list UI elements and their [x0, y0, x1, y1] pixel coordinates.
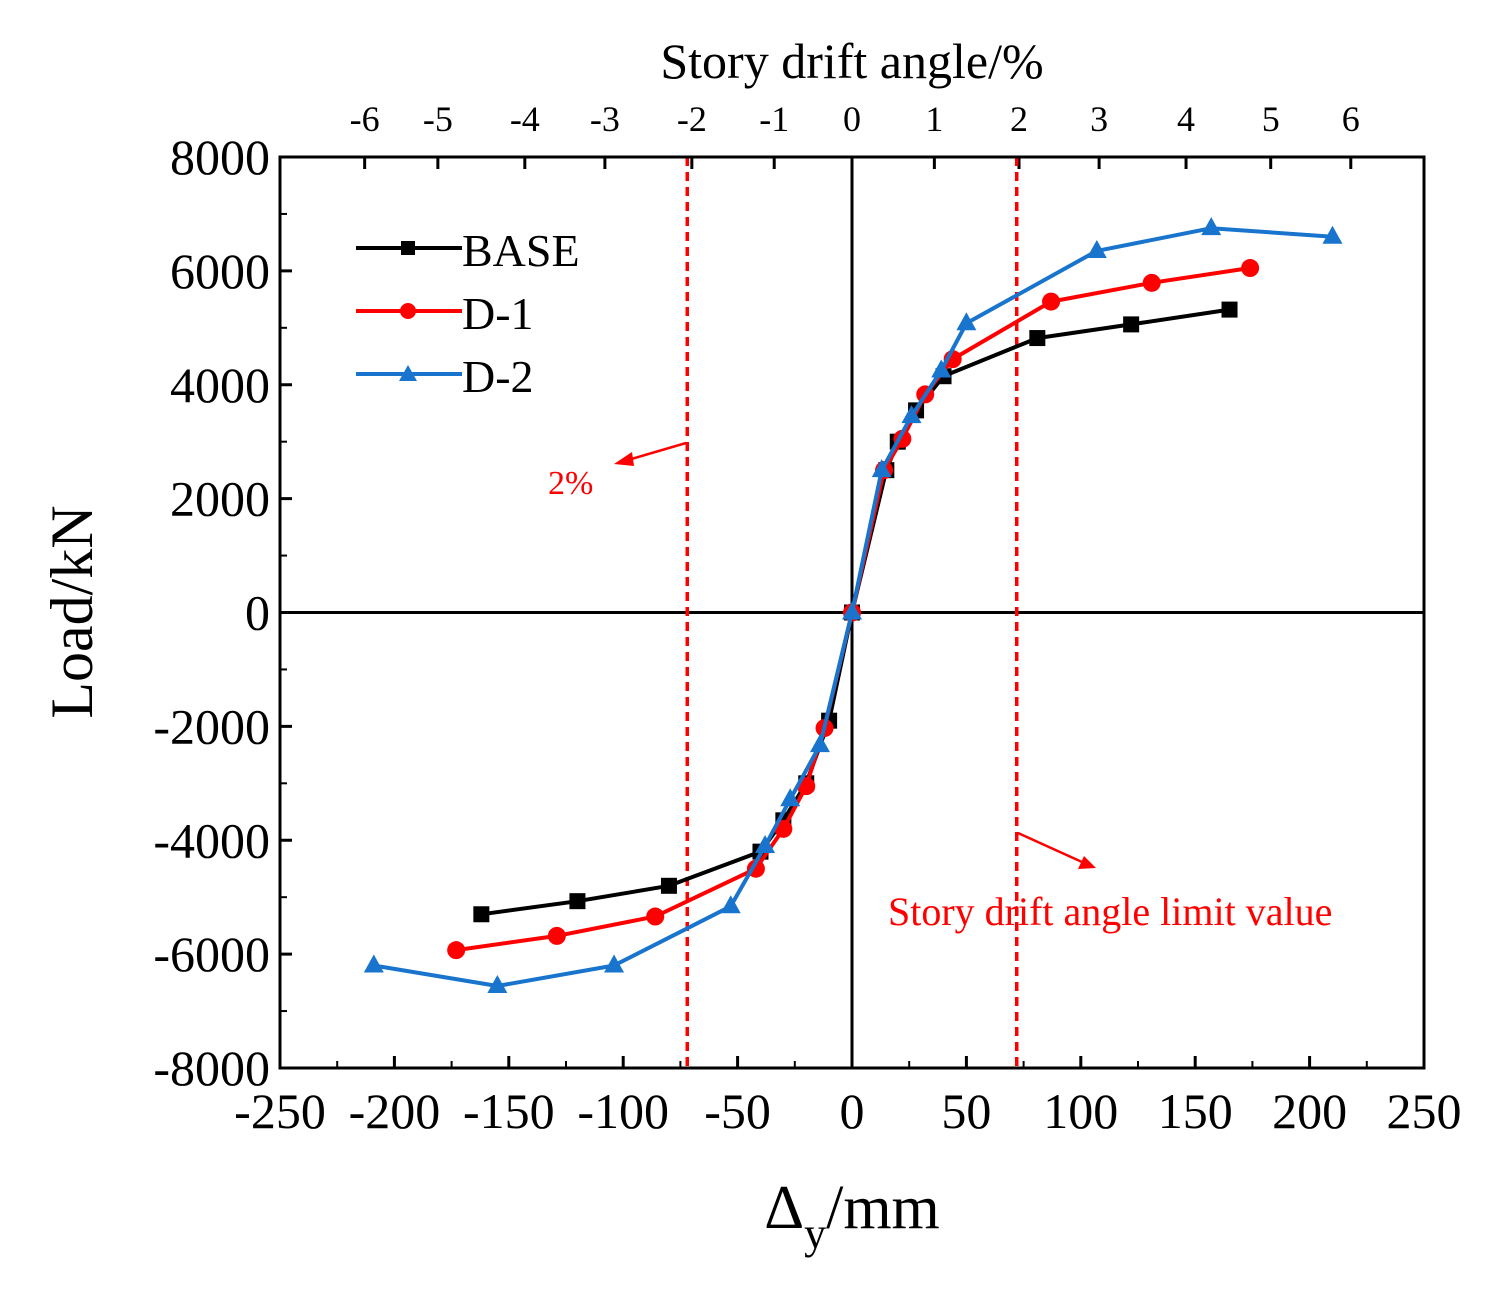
legend: BASE D-1 D-2 [356, 225, 580, 402]
data-point-base [1123, 316, 1140, 333]
top-tick-label: 4 [1177, 99, 1195, 139]
data-point-d2 [931, 359, 952, 378]
data-point-d2 [809, 734, 830, 753]
x-tick-label: 250 [1387, 1083, 1462, 1139]
data-point-d2 [487, 975, 508, 994]
data-point-d2 [871, 459, 892, 478]
legend-label-base: BASE [462, 225, 580, 276]
pos-limit-arrow-line [1017, 831, 1083, 864]
y-tick-label: 2000 [170, 471, 270, 527]
data-point-d2 [956, 312, 977, 331]
x-tick-label: -150 [463, 1083, 555, 1139]
legend-marker-d2 [399, 365, 417, 381]
data-point-d1 [646, 907, 665, 926]
top-tick-label: 2 [1010, 99, 1028, 139]
y-tick-label: 8000 [170, 129, 270, 185]
data-point-d2 [842, 601, 862, 620]
top-tick-label: 3 [1090, 99, 1108, 139]
top-tick-label: -4 [510, 99, 540, 139]
y-axis-title: Load/kN [39, 505, 105, 718]
x-tick-label: -200 [349, 1083, 441, 1139]
x-tick-label: 0 [840, 1083, 865, 1139]
x-axis-title-subscript: y [804, 1209, 826, 1258]
top-tick-label: -1 [759, 99, 789, 139]
y-tick-label: -6000 [153, 926, 270, 982]
x-tick-label: 200 [1272, 1083, 1347, 1139]
data-point-d1 [447, 941, 466, 960]
data-point-d1 [1241, 259, 1260, 278]
legend-label-d1: D-1 [462, 288, 534, 339]
top-tick-label: -3 [590, 99, 620, 139]
pos-limit-label: Story drift angle limit value [888, 889, 1332, 934]
legend-marker-d1 [400, 303, 416, 319]
data-point-d1 [1042, 292, 1061, 311]
x-tick-label: -250 [234, 1083, 326, 1139]
data-point-d2 [1201, 217, 1222, 236]
data-point-base [473, 906, 490, 923]
data-point-d2 [755, 834, 776, 853]
top-axis-title: Story drift angle/% [660, 33, 1043, 89]
top-tick-label: -2 [677, 99, 707, 139]
x-tick-label: 50 [941, 1083, 991, 1139]
y-tick-label: 0 [245, 585, 270, 641]
data-point-d2 [780, 788, 801, 807]
data-point-base [1029, 330, 1046, 347]
neg-limit-label: 2% [548, 465, 593, 502]
data-point-d1 [547, 926, 566, 945]
top-tick-label: 1 [925, 99, 943, 139]
y-tick-label: -8000 [153, 1040, 270, 1096]
data-point-d1 [1142, 273, 1161, 292]
top-tick-label: 6 [1342, 99, 1360, 139]
legend-marker-base [401, 241, 415, 255]
top-tick-label: -5 [423, 99, 453, 139]
data-point-d2 [604, 954, 625, 973]
y-tick-label: -4000 [153, 812, 270, 868]
neg-limit-arrowhead [614, 452, 634, 466]
y-tick-label: 4000 [170, 357, 270, 413]
x-axis-title-unit: /mm [826, 1174, 940, 1242]
legend-item-d2: D-2 [356, 351, 534, 402]
data-point-d2 [720, 895, 741, 914]
x-axis-title-main: Δ [764, 1174, 804, 1242]
x-tick-label: -100 [577, 1083, 669, 1139]
neg-limit-arrow-line [627, 441, 687, 462]
data-point-base [1221, 301, 1238, 318]
y-tick-label: -2000 [153, 698, 270, 754]
pos-limit-arrowhead [1078, 856, 1096, 869]
data-point-base [569, 893, 586, 910]
data-point-d2 [1322, 225, 1343, 244]
x-axis-title: Δy/mm [764, 1174, 940, 1258]
data-point-base [660, 877, 677, 894]
top-tick-label: 5 [1262, 99, 1280, 139]
tick-layer: -250 -200 -150 -100 -50 0 50 100 150 200 250-8000-… [153, 99, 1461, 1139]
series-layer [363, 217, 1343, 994]
x-tick-label: 150 [1158, 1083, 1233, 1139]
plot-frame [278, 155, 1426, 1070]
legend-item-base: BASE [356, 225, 580, 276]
top-tick-label: 0 [843, 99, 861, 139]
data-point-d2 [901, 405, 922, 424]
legend-item-d1: D-1 [356, 288, 534, 339]
y-tick-label: 6000 [170, 243, 270, 299]
x-tick-label: -50 [704, 1083, 771, 1139]
legend-label-d2: D-2 [462, 351, 534, 402]
data-point-d2 [363, 954, 384, 973]
data-point-d2 [1086, 239, 1107, 258]
x-tick-label: 100 [1043, 1083, 1118, 1139]
top-tick-label: -6 [350, 99, 380, 139]
